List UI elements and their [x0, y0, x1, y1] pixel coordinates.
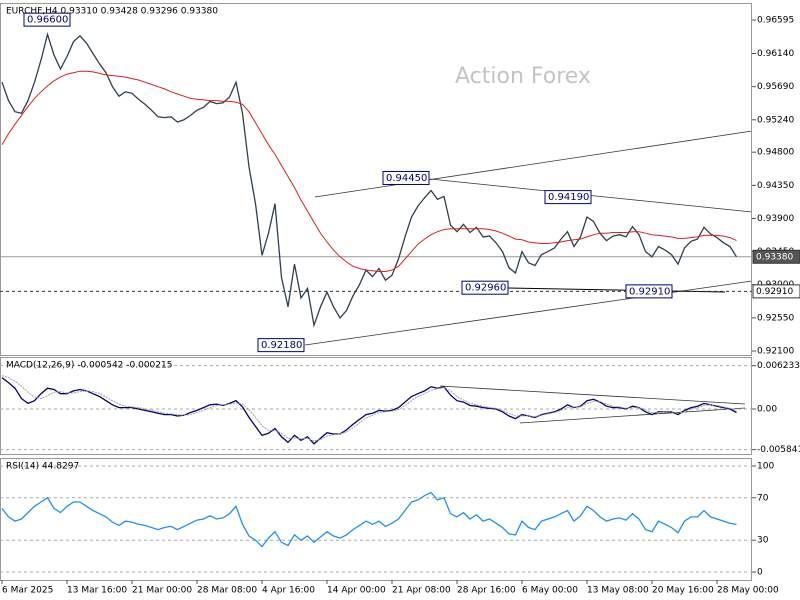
annotation-box [461, 280, 509, 295]
panel-title: EURCHF,H4 0.93310 0.93428 0.93296 0.9338… [6, 7, 218, 17]
x-tick-label: 4 Apr 16:00 [262, 586, 315, 596]
y-tick-label: 0.94800 [757, 148, 794, 158]
x-tick-label: 20 May 16:00 [652, 586, 714, 596]
y-tick-label: 0.93900 [757, 214, 794, 224]
y-tick-label: 100 [757, 461, 774, 471]
y-tick-label: 30 [757, 536, 769, 546]
x-tick-label: 6 Mar 2025 [2, 586, 53, 596]
series-line [1, 491, 737, 548]
trend-line [439, 385, 746, 405]
annotation-box [382, 170, 430, 185]
price-label-box [752, 249, 800, 264]
trend-line [304, 280, 753, 346]
y-tick-label: 0.92550 [757, 313, 794, 323]
x-tick-label: 28 Apr 16:00 [457, 586, 516, 596]
trend-line [519, 407, 746, 424]
y-tick-label: 0.96595 [757, 16, 794, 26]
x-tick-label: 13 Mar 16:00 [67, 586, 127, 596]
price-label: 0.93380 [756, 252, 793, 262]
annotation-label: 0.92180 [261, 340, 302, 351]
annotation-label: 0.92910 [629, 286, 670, 297]
panel-frame [0, 458, 752, 581]
panel-title: RSI(14) 44.8297 [6, 462, 79, 472]
x-tick-label: 28 May 00:00 [717, 586, 779, 596]
x-tick-label: 6 May 00:00 [522, 586, 578, 596]
y-tick-label: 0.00 [757, 405, 777, 415]
y-tick-label: 0.94350 [757, 181, 794, 191]
annotation-label: 0.96600 [27, 15, 68, 26]
series-line [1, 32, 738, 328]
y-tick-label: 0.95240 [757, 115, 794, 125]
price-label-box [752, 284, 800, 299]
annotation-label: 0.94450 [386, 173, 427, 184]
trend-line [507, 287, 726, 293]
trend-line [314, 130, 753, 198]
x-tick-label: 21 Apr 08:00 [392, 586, 451, 596]
y-tick-label: 0.92100 [757, 347, 794, 357]
panel-frame [0, 3, 752, 356]
y-tick-label: 0.96140 [757, 49, 794, 59]
annotation-box [544, 190, 592, 205]
y-tick-label: 0.95690 [757, 82, 794, 92]
x-tick-label: 14 Apr 00:00 [327, 586, 386, 596]
x-tick-label: 13 May 08:00 [587, 586, 649, 596]
annotation-label: 0.94190 [548, 192, 589, 203]
annotation-box [625, 284, 673, 299]
y-tick-label: 70 [757, 493, 769, 503]
watermark: Action Forex [455, 64, 591, 89]
y-tick-label: -0.005841 [757, 445, 800, 455]
annotation-label: 0.92960 [465, 283, 506, 294]
annotation-box [257, 338, 305, 353]
panel-title: MACD(12,26,9) -0.000542 -0.000215 [6, 361, 172, 371]
x-tick-label: 21 Mar 00:00 [132, 586, 192, 596]
series-line [1, 375, 737, 442]
panel-frame [0, 357, 752, 455]
series-line [1, 70, 737, 272]
x-tick-label: 28 Mar 08:00 [197, 586, 257, 596]
series-line [1, 377, 737, 445]
price-label: 0.92910 [756, 287, 793, 297]
annotation-box [23, 12, 71, 27]
y-tick-label: 0.006233 [757, 361, 800, 371]
y-tick-label: 0 [757, 568, 763, 578]
